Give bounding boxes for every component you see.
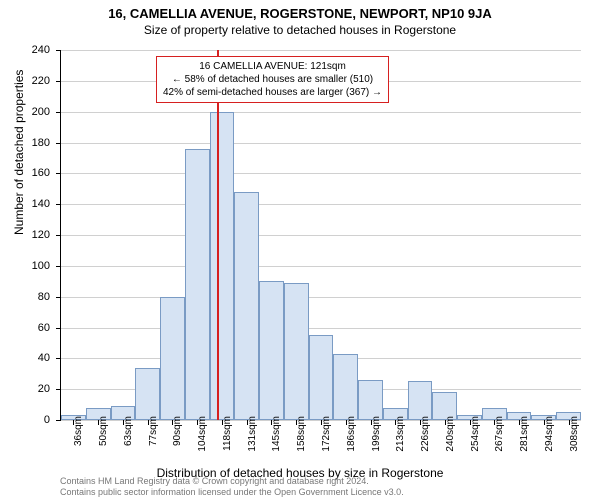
y-tick-label: 40 <box>0 352 50 364</box>
y-axis-label: Number of detached properties <box>12 70 26 235</box>
y-tick-label: 240 <box>0 44 50 56</box>
histogram-bar <box>160 297 185 420</box>
y-tick <box>56 389 61 390</box>
y-tick-label: 160 <box>0 167 50 179</box>
histogram-bar <box>284 283 309 420</box>
y-tick <box>56 50 61 51</box>
y-tick <box>56 235 61 236</box>
x-tick-label: 145sqm <box>271 416 282 452</box>
grid-line <box>61 328 581 329</box>
x-tick-label: 50sqm <box>98 416 109 446</box>
y-tick <box>56 204 61 205</box>
y-tick-label: 200 <box>0 106 50 118</box>
x-tick-label: 158sqm <box>296 416 307 452</box>
x-tick-label: 213sqm <box>395 416 406 452</box>
chart-subtitle: Size of property relative to detached ho… <box>0 21 600 37</box>
y-tick-label: 120 <box>0 229 50 241</box>
x-tick-label: 118sqm <box>222 416 233 451</box>
y-tick-label: 140 <box>0 198 50 210</box>
x-tick-label: 308sqm <box>569 416 580 452</box>
x-tick-label: 77sqm <box>148 416 159 446</box>
x-tick-label: 90sqm <box>172 416 183 446</box>
x-tick-label: 254sqm <box>470 416 481 452</box>
x-tick-label: 199sqm <box>371 416 382 452</box>
grid-line <box>61 143 581 144</box>
histogram-bar <box>309 335 334 420</box>
histogram-bar <box>185 149 210 420</box>
marker-line <box>217 50 219 420</box>
y-tick <box>56 420 61 421</box>
grid-line <box>61 50 581 51</box>
x-tick-label: 240sqm <box>445 416 456 452</box>
y-tick <box>56 266 61 267</box>
x-tick-label: 172sqm <box>321 416 332 452</box>
y-tick <box>56 81 61 82</box>
footer-line1: Contains HM Land Registry data © Crown c… <box>60 476 404 487</box>
x-tick-label: 186sqm <box>346 416 357 452</box>
y-tick <box>56 112 61 113</box>
histogram-bar <box>358 380 383 420</box>
y-tick-label: 100 <box>0 260 50 272</box>
annotation-line3: 42% of semi-detached houses are larger (… <box>163 86 382 99</box>
y-tick-label: 60 <box>0 322 50 334</box>
x-tick-label: 63sqm <box>123 416 134 446</box>
x-tick-label: 281sqm <box>519 416 530 452</box>
y-tick-label: 180 <box>0 137 50 149</box>
annotation-box: 16 CAMELLIA AVENUE: 121sqm← 58% of detac… <box>156 56 389 103</box>
histogram-bar <box>135 368 160 420</box>
x-tick-label: 131sqm <box>247 416 258 452</box>
footer: Contains HM Land Registry data © Crown c… <box>60 476 404 498</box>
footer-line2: Contains public sector information licen… <box>60 487 404 498</box>
y-tick <box>56 173 61 174</box>
histogram-bar <box>234 192 259 420</box>
histogram-bar <box>408 381 433 420</box>
x-tick-label: 36sqm <box>73 416 84 446</box>
chart-area: 36sqm50sqm63sqm77sqm90sqm104sqm118sqm131… <box>60 50 581 421</box>
y-tick-label: 220 <box>0 75 50 87</box>
grid-line <box>61 235 581 236</box>
grid-line <box>61 297 581 298</box>
y-tick <box>56 358 61 359</box>
y-tick-label: 80 <box>0 291 50 303</box>
y-tick-label: 0 <box>0 414 50 426</box>
grid-line <box>61 112 581 113</box>
annotation-line2: ← 58% of detached houses are smaller (51… <box>163 73 382 86</box>
histogram-bar <box>333 354 358 420</box>
histogram-bar <box>210 112 235 420</box>
y-tick-label: 20 <box>0 383 50 395</box>
grid-line <box>61 266 581 267</box>
y-tick <box>56 297 61 298</box>
x-tick-label: 294sqm <box>544 416 555 452</box>
grid-line <box>61 173 581 174</box>
y-tick <box>56 328 61 329</box>
grid-line <box>61 204 581 205</box>
x-tick-label: 226sqm <box>420 416 431 452</box>
histogram-bar <box>259 281 284 420</box>
x-tick-label: 104sqm <box>197 416 208 452</box>
chart-title: 16, CAMELLIA AVENUE, ROGERSTONE, NEWPORT… <box>0 0 600 21</box>
x-tick-label: 267sqm <box>494 416 505 452</box>
y-tick <box>56 143 61 144</box>
annotation-line1: 16 CAMELLIA AVENUE: 121sqm <box>163 60 382 73</box>
